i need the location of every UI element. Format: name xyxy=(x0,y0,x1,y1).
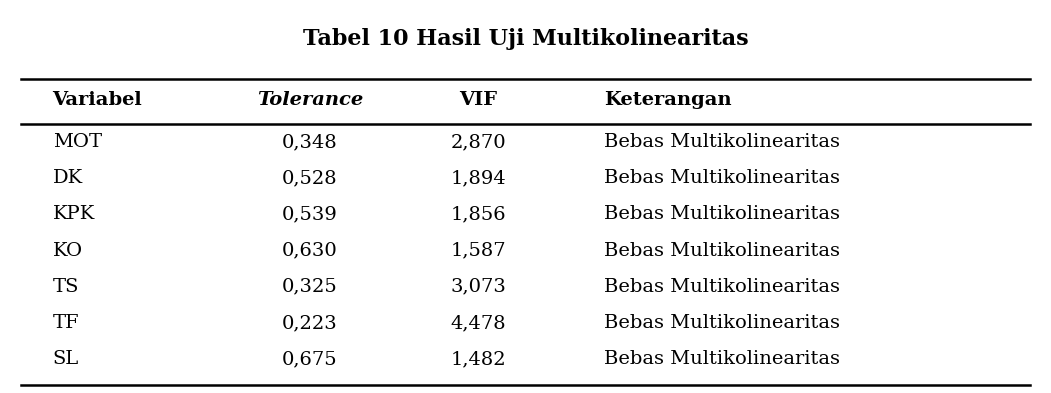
Text: Bebas Multikolinearitas: Bebas Multikolinearitas xyxy=(604,350,841,368)
Text: Bebas Multikolinearitas: Bebas Multikolinearitas xyxy=(604,169,841,187)
Text: 0,630: 0,630 xyxy=(282,242,338,259)
Text: KO: KO xyxy=(53,242,83,259)
Text: 0,539: 0,539 xyxy=(282,205,338,223)
Text: 1,587: 1,587 xyxy=(451,242,506,259)
Text: Variabel: Variabel xyxy=(53,91,142,109)
Text: Tolerance: Tolerance xyxy=(256,91,364,109)
Text: MOT: MOT xyxy=(53,133,102,151)
Text: 0,325: 0,325 xyxy=(282,278,338,296)
Text: 0,348: 0,348 xyxy=(282,133,338,151)
Text: Bebas Multikolinearitas: Bebas Multikolinearitas xyxy=(604,314,841,332)
Text: TS: TS xyxy=(53,278,79,296)
Text: 0,675: 0,675 xyxy=(283,350,337,368)
Text: 1,482: 1,482 xyxy=(451,350,506,368)
Text: Bebas Multikolinearitas: Bebas Multikolinearitas xyxy=(604,133,841,151)
Text: 2,870: 2,870 xyxy=(451,133,506,151)
Text: 0,528: 0,528 xyxy=(283,169,337,187)
Text: Tabel 10 Hasil Uji Multikolinearitas: Tabel 10 Hasil Uji Multikolinearitas xyxy=(303,28,748,50)
Text: TF: TF xyxy=(53,314,79,332)
Text: 3,073: 3,073 xyxy=(450,278,507,296)
Text: 4,478: 4,478 xyxy=(451,314,506,332)
Text: Bebas Multikolinearitas: Bebas Multikolinearitas xyxy=(604,205,841,223)
Text: SL: SL xyxy=(53,350,79,368)
Text: 1,856: 1,856 xyxy=(451,205,506,223)
Text: 0,223: 0,223 xyxy=(282,314,338,332)
Text: VIF: VIF xyxy=(459,91,497,109)
Text: Keterangan: Keterangan xyxy=(604,91,731,109)
Text: KPK: KPK xyxy=(53,205,95,223)
Text: DK: DK xyxy=(53,169,83,187)
Text: Bebas Multikolinearitas: Bebas Multikolinearitas xyxy=(604,242,841,259)
Text: 1,894: 1,894 xyxy=(450,169,507,187)
Text: Bebas Multikolinearitas: Bebas Multikolinearitas xyxy=(604,278,841,296)
